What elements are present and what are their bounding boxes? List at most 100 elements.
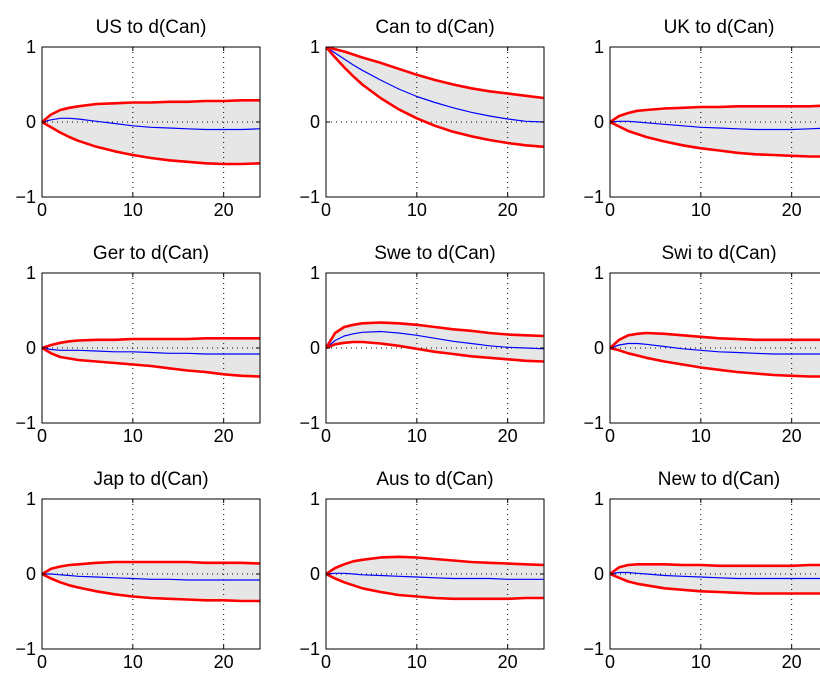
x-tick-label: 10 (691, 652, 711, 672)
subplot-title: Jap to d(Can) (93, 469, 208, 490)
subplot: US to d(Can)0 10 20−101 (15, 17, 261, 220)
y-tick-label: 0 (26, 338, 36, 358)
y-tick-label: −1 (583, 187, 604, 207)
upper-band-line (610, 331, 820, 349)
upper-band-line (610, 562, 820, 576)
confidence-band (42, 338, 260, 377)
lower-band-line (326, 47, 544, 149)
y-tick-label: 1 (310, 263, 320, 283)
confidence-band (326, 47, 544, 147)
x-tick-label: 20 (498, 200, 518, 220)
confidence-band (610, 564, 820, 594)
x-tick-label: 20 (214, 426, 234, 446)
confidence-band (610, 333, 820, 377)
lower-band-line (326, 572, 544, 601)
y-tick-label: −1 (15, 413, 36, 433)
y-tick-label: −1 (583, 413, 604, 433)
center-line (326, 47, 544, 123)
upper-band-line (42, 336, 260, 350)
x-tick-label: 10 (407, 200, 427, 220)
plot-area (610, 273, 820, 423)
x-tick-label: 10 (123, 200, 143, 220)
y-tick-label: 1 (26, 489, 36, 509)
x-tick-label: 0 (321, 426, 331, 446)
y-tick-label: 0 (310, 564, 320, 584)
y-tick-label: 0 (594, 112, 604, 132)
subplot-title: Ger to d(Can) (93, 243, 209, 264)
plot-area (42, 47, 260, 197)
plot-area (610, 499, 820, 649)
x-tick-label: 0 (605, 652, 615, 672)
center-line (42, 573, 260, 581)
center-line (326, 330, 544, 350)
upper-band-line (42, 99, 260, 124)
subplot-title: UK to d(Can) (664, 17, 775, 38)
y-tick-label: −1 (299, 639, 320, 659)
plot-area (326, 273, 544, 423)
subplot-title: US to d(Can) (96, 17, 207, 38)
upper-band-line (326, 555, 544, 576)
x-tick-label: 10 (691, 200, 711, 220)
x-tick-label: 10 (123, 652, 143, 672)
upper-band-line (326, 321, 544, 349)
x-tick-label: 10 (407, 652, 427, 672)
upper-band-line (326, 47, 544, 100)
x-tick-label: 10 (407, 426, 427, 446)
x-tick-label: 10 (691, 426, 711, 446)
center-line (610, 571, 820, 580)
lower-band-line (42, 346, 260, 378)
subplot: Can to d(Can)0 10 20−101 (299, 17, 545, 220)
x-tick-label: 0 (37, 652, 47, 672)
y-tick-label: 1 (310, 37, 320, 57)
upper-band-line (42, 560, 260, 576)
confidence-band (326, 322, 544, 362)
y-tick-label: 0 (594, 338, 604, 358)
y-tick-label: −1 (299, 187, 320, 207)
x-tick-label: 0 (321, 200, 331, 220)
center-line (610, 342, 820, 355)
y-tick-label: 1 (594, 263, 604, 283)
y-tick-label: 1 (310, 489, 320, 509)
x-tick-label: 0 (605, 200, 615, 220)
x-tick-label: 0 (321, 652, 331, 672)
y-tick-label: 0 (310, 338, 320, 358)
lower-band-line (326, 340, 544, 363)
lower-band-line (610, 572, 820, 595)
x-tick-label: 0 (37, 200, 47, 220)
x-tick-label: 20 (782, 652, 802, 672)
confidence-band (610, 105, 820, 157)
subplot-title: Aus to d(Can) (376, 469, 493, 490)
y-tick-label: 0 (26, 112, 36, 132)
center-line (326, 572, 544, 580)
y-tick-label: 1 (594, 489, 604, 509)
subplot-title: Swi to d(Can) (661, 243, 776, 264)
lower-band-line (610, 346, 820, 378)
subplot: UK to d(Can)0 10 20−101 (583, 17, 820, 220)
x-tick-label: 10 (123, 426, 143, 446)
subplot-title: New to d(Can) (658, 469, 781, 490)
subplot: Jap to d(Can)0 10 20−101 (15, 469, 261, 672)
y-tick-label: 0 (594, 564, 604, 584)
subplot: Aus to d(Can)0 10 20−101 (299, 469, 545, 672)
center-line (610, 120, 820, 131)
plot-area (42, 499, 260, 649)
center-line (42, 347, 260, 355)
subplot: Swe to d(Can)0 10 20−101 (299, 243, 545, 446)
center-line (42, 117, 260, 131)
y-tick-label: −1 (583, 639, 604, 659)
y-tick-label: 0 (26, 564, 36, 584)
subplot: Swi to d(Can)0 10 20−101 (583, 243, 820, 446)
plot-area (326, 499, 544, 649)
subplot-title: Can to d(Can) (375, 17, 494, 38)
x-tick-label: 20 (782, 200, 802, 220)
subplot-title: Swe to d(Can) (374, 243, 495, 264)
confidence-band (42, 100, 260, 164)
lower-band-line (42, 572, 260, 603)
y-tick-label: 1 (26, 37, 36, 57)
y-tick-label: 1 (26, 263, 36, 283)
x-tick-label: 20 (498, 426, 518, 446)
plot-area (610, 47, 820, 197)
subplot: New to d(Can)0 10 20−101 (583, 469, 820, 672)
x-tick-label: 20 (498, 652, 518, 672)
